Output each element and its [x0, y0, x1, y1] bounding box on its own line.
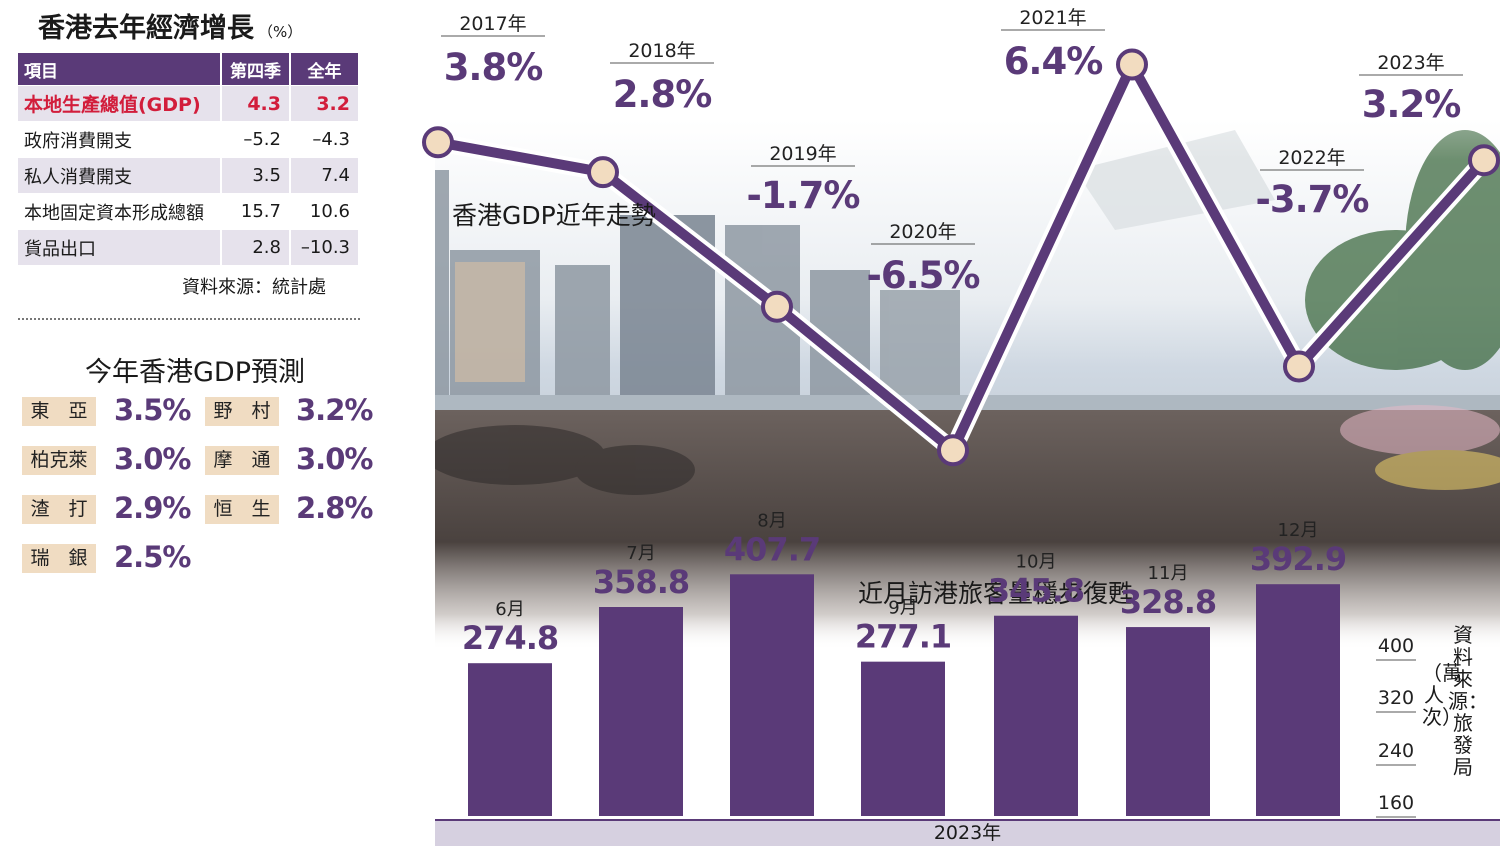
growth-table-title: 香港去年經濟增長 （%） [38, 6, 302, 45]
visitor-bar [1126, 627, 1210, 816]
header-q4: 第四季 [220, 53, 290, 86]
visitor-month-label: 10月 [1016, 552, 1057, 573]
row-item: 私人消費開支 [18, 157, 221, 194]
visitor-value-label: 407.7 [724, 530, 820, 568]
row-item: 本地固定資本形成總額 [18, 193, 221, 230]
forecast-name: 渣 打 [22, 495, 96, 524]
forecast-title: 今年香港GDP預測 [85, 357, 305, 388]
visitor-bar [730, 574, 814, 816]
visitor-bar [861, 661, 945, 816]
table-row: 本地固定資本形成總額 15.7 10.6 [18, 193, 358, 230]
gdp-year-label: 2018年 [628, 40, 695, 62]
row-q4: 2.8 [220, 229, 290, 265]
row-item: 本地生產總值(GDP) [18, 85, 221, 122]
year-axis-label: 2023年 [435, 819, 1500, 846]
visitor-bar [994, 615, 1078, 816]
visitor-month-label: 11月 [1148, 563, 1189, 584]
gdp-point [587, 156, 619, 189]
forecast-name: 野 村 [205, 397, 279, 426]
gdp-year-label: 2017年 [459, 13, 526, 35]
forecast-name: 恒 生 [205, 495, 279, 524]
gdp-year-label: 2022年 [1278, 147, 1345, 169]
row-year: 7.4 [288, 157, 358, 194]
forecast-value: 2.8% [296, 491, 373, 525]
table-row: 私人消費開支 3.5 7.4 [18, 157, 358, 194]
visitors-unit: （萬人次） [1422, 661, 1462, 729]
gdp-year-label: 2023年 [1377, 52, 1444, 74]
forecast-name: 東 亞 [22, 397, 96, 426]
table-row: 政府消費開支 –5.2 –4.3 [18, 121, 358, 158]
gdp-year-label: 2019年 [769, 143, 836, 165]
gdp-line-chart: 2017年 3.8% 2018年 2.8% 2019年 -1.7% 2020年 -6.5% 20… [422, 7, 1500, 467]
row-q4: 15.7 [220, 193, 290, 230]
growth-table-unit: （%） [258, 23, 303, 41]
gdp-point [1283, 350, 1315, 383]
forecast-value: 3.0% [114, 442, 191, 476]
row-q4: –5.2 [220, 121, 290, 158]
row-q4: 4.3 [220, 85, 290, 122]
row-year: –10.3 [288, 229, 358, 265]
visitor-value-label: 277.1 [855, 618, 951, 656]
forecast-value: 2.9% [114, 491, 191, 525]
visitor-value-label: 345.8 [988, 572, 1084, 610]
growth-table: 項目 第四季 全年 本地生產總值(GDP) 4.3 3.2 政府消費開支 –5.… [18, 53, 358, 265]
gdp-value-label: 6.4% [1004, 40, 1103, 83]
table-row: 貨品出口 2.8 –10.3 [18, 229, 358, 265]
gdp-value-label: -6.5% [867, 254, 980, 297]
row-q4: 3.5 [220, 157, 290, 194]
visitor-month-label: 8月 [757, 510, 786, 531]
visitor-month-label: 12月 [1278, 520, 1319, 541]
gdp-point [422, 126, 454, 159]
visitors-source: 資料來源：旅發局 [1448, 623, 1488, 779]
gdp-value-label: -1.7% [747, 174, 860, 217]
visitor-bar [599, 607, 683, 816]
row-year: –4.3 [288, 121, 358, 158]
growth-table-title-text: 香港去年經濟增長 [38, 13, 254, 44]
forecast-value: 2.5% [114, 540, 191, 574]
visitor-ytick-label: 320 [1378, 687, 1414, 709]
visitor-ytick-label: 240 [1378, 740, 1414, 762]
row-year: 10.6 [288, 193, 358, 230]
visitor-month-label: 9月 [888, 598, 917, 619]
gdp-chart-title: 香港GDP近年走勢 [452, 201, 656, 230]
visitor-value-label: 392.9 [1250, 540, 1346, 578]
gdp-point [937, 434, 969, 467]
row-item: 貨品出口 [18, 229, 221, 265]
visitors-chart-title: 近月訪港旅客量穩步復甦 [858, 579, 1134, 608]
gdp-point [1468, 144, 1500, 177]
visitor-value-label: 274.8 [462, 619, 558, 657]
forecast-value: 3.5% [114, 393, 191, 427]
gdp-value-label: -3.7% [1256, 178, 1369, 221]
table-row: 本地生產總值(GDP) 4.3 3.2 [18, 85, 358, 122]
visitor-value-label: 358.8 [593, 563, 689, 601]
gdp-value-label: 2.8% [613, 73, 712, 116]
row-year: 3.2 [288, 85, 358, 122]
gdp-point [761, 290, 793, 323]
forecast-name: 摩 通 [205, 446, 279, 475]
visitor-bar [1256, 584, 1340, 816]
visitor-month-label: 6月 [495, 599, 524, 620]
gdp-value-label: 3.2% [1362, 83, 1461, 126]
gdp-year-label: 2020年 [889, 221, 956, 243]
gdp-value-label: 3.8% [444, 46, 543, 89]
gdp-year-label: 2021年 [1019, 7, 1086, 29]
dotted-divider [18, 318, 360, 320]
visitor-ytick-label: 160 [1378, 792, 1414, 814]
visitor-value-label: 328.8 [1120, 583, 1216, 621]
forecast-name: 柏克萊 [22, 446, 96, 475]
visitor-month-label: 7月 [626, 543, 655, 564]
visitor-bar [468, 663, 552, 816]
visitor-ytick-label: 400 [1378, 635, 1414, 657]
gdp-point [1116, 48, 1148, 81]
forecast-value: 3.0% [296, 442, 373, 476]
header-item: 項目 [18, 53, 221, 86]
forecast-name: 瑞 銀 [22, 544, 96, 573]
forecast-value: 3.2% [296, 393, 373, 427]
growth-table-source: 資料來源：統計處 [182, 277, 326, 298]
header-year: 全年 [288, 53, 358, 86]
row-item: 政府消費開支 [18, 121, 221, 158]
